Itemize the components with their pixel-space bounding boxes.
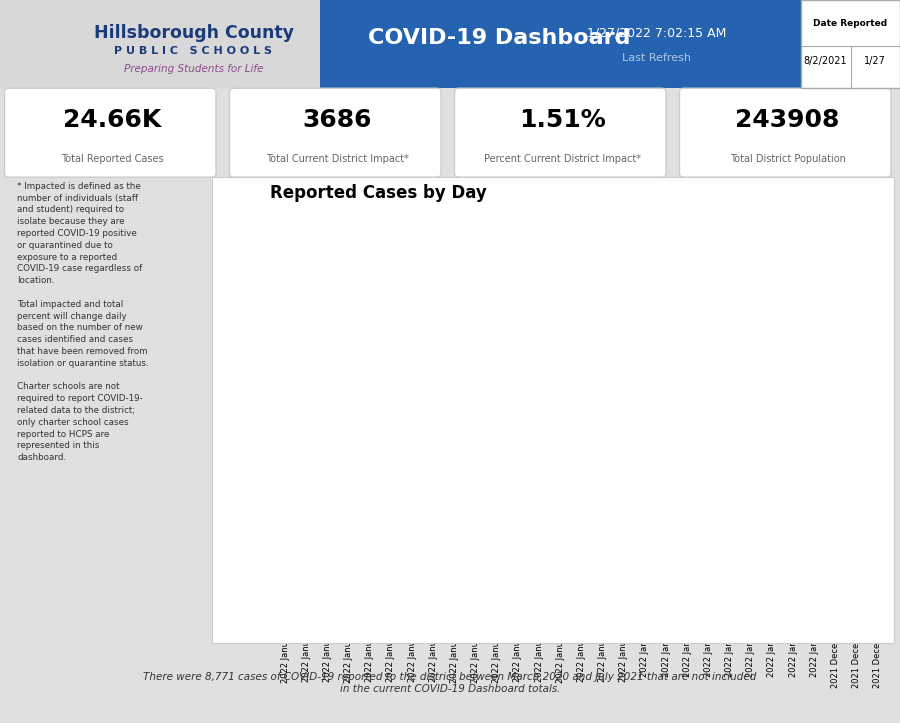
Bar (787, 604, 800, 611)
Text: Hillsborough County: Hillsborough County (94, 24, 293, 41)
Bar (490, 594, 504, 611)
Bar (554, 453, 567, 611)
Text: 3686: 3686 (302, 108, 373, 132)
Bar (384, 415, 398, 459)
Bar (596, 358, 609, 611)
Text: Reported Cases by Day: Reported Cases by Day (270, 184, 487, 202)
Bar (701, 424, 716, 611)
Text: * Impacted is defined as the
number of individuals (staff
and student) required : * Impacted is defined as the number of i… (17, 181, 148, 462)
Text: Percent Current District Impact*: Percent Current District Impact* (484, 154, 641, 164)
Bar (342, 584, 356, 611)
Bar (427, 356, 440, 400)
Bar (723, 484, 736, 611)
Bar (384, 459, 398, 611)
Bar (278, 529, 292, 611)
Bar (405, 377, 419, 418)
Bar (765, 552, 778, 611)
Legend: Employee, Student: Employee, Student (271, 187, 403, 212)
Bar (616, 320, 631, 391)
Bar (829, 578, 842, 611)
Bar (680, 462, 694, 611)
Bar (532, 450, 546, 611)
Bar (532, 391, 546, 450)
Text: 1/27/2022 7:02:15 AM: 1/27/2022 7:02:15 AM (588, 26, 726, 39)
Bar (469, 578, 482, 611)
Bar (490, 582, 504, 594)
Bar (765, 525, 778, 552)
Bar (427, 400, 440, 611)
Text: Last Refresh: Last Refresh (623, 53, 691, 63)
Bar (638, 565, 652, 575)
Bar (300, 370, 313, 416)
Bar (363, 600, 376, 611)
Bar (320, 382, 334, 611)
Text: P U B L I C   S C H O O L S: P U B L I C S C H O O L S (114, 46, 273, 56)
Text: COVID-19 Dashboard: COVID-19 Dashboard (368, 28, 631, 48)
Bar (807, 573, 821, 611)
Text: There were 8,771 cases of COVID-19 reported to the district between March 2020 a: There were 8,771 cases of COVID-19 repor… (143, 672, 757, 694)
Text: Date Reported: Date Reported (814, 19, 887, 27)
Bar (871, 578, 885, 590)
Y-axis label: Count of Type: Count of Type (226, 392, 236, 469)
Bar (596, 284, 609, 358)
Bar (574, 379, 589, 455)
Bar (743, 507, 758, 546)
Bar (723, 441, 736, 484)
Text: 1.51%: 1.51% (519, 108, 606, 132)
Bar (787, 602, 800, 604)
Text: 8/2/2021: 8/2/2021 (804, 56, 847, 66)
Bar (300, 416, 313, 611)
Bar (447, 358, 462, 611)
Bar (871, 590, 885, 611)
Text: 24.66K: 24.66K (63, 108, 162, 132)
Bar (680, 418, 694, 462)
Bar (659, 576, 673, 611)
Bar (554, 393, 567, 453)
Bar (743, 546, 758, 611)
Bar (469, 572, 482, 578)
Text: Total District Population: Total District Population (730, 154, 845, 164)
Text: Total Reported Cases: Total Reported Cases (61, 154, 164, 164)
Bar (829, 564, 842, 578)
Bar (850, 572, 863, 611)
Text: 1/27: 1/27 (864, 56, 886, 66)
Bar (278, 505, 292, 529)
Bar (701, 377, 716, 424)
Bar (405, 418, 419, 611)
Bar (659, 565, 673, 576)
Text: Preparing Students for Life: Preparing Students for Life (124, 64, 263, 74)
Bar (616, 391, 631, 611)
Bar (447, 317, 462, 358)
Bar (807, 562, 821, 573)
Bar (574, 455, 589, 611)
Text: 243908: 243908 (735, 108, 840, 132)
Bar (638, 575, 652, 611)
Bar (511, 391, 525, 447)
Bar (511, 447, 525, 611)
Text: Total Current District Impact*: Total Current District Impact* (266, 154, 409, 164)
